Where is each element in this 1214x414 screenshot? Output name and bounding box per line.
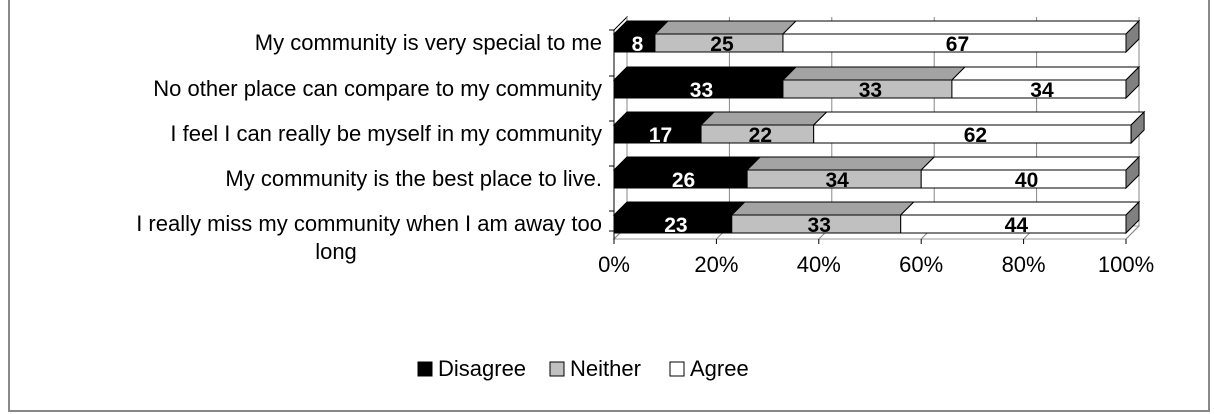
x-tick-label: 20%: [694, 252, 738, 277]
legend-swatch: [549, 361, 565, 377]
data-labels: 8 25 67 33 33 34 17 22 62 26 34 40 23 33 44: [632, 33, 1054, 237]
bar-side: [1125, 65, 1140, 100]
bar-side: [1125, 155, 1140, 190]
chart-frame: 8 25 67 33 33 34 17 22 62 26 34 40 23 33 44 My communi…: [8, 0, 1210, 412]
category-label: My community is very special to me: [255, 30, 602, 55]
gridline-floor: [1125, 225, 1140, 240]
data-label: 8: [632, 33, 644, 56]
x-tick-label: 60%: [899, 252, 943, 277]
data-label: 34: [1030, 79, 1054, 102]
bar-side: [1130, 110, 1145, 145]
legend-label: Agree: [690, 356, 749, 381]
x-tick-label: 40%: [797, 252, 841, 277]
x-tick-label: 80%: [1002, 252, 1046, 277]
category-label: My community is the best place to live.: [225, 166, 602, 191]
bar-side: [1125, 19, 1140, 54]
data-label: 33: [808, 214, 831, 237]
data-label: 17: [649, 124, 672, 147]
bar-side: [1125, 200, 1140, 235]
data-label: 26: [672, 169, 695, 192]
legend-label: Disagree: [438, 356, 526, 381]
data-label: 33: [690, 79, 713, 102]
data-label: 62: [964, 124, 987, 147]
x-tick-label: 100%: [1098, 252, 1154, 277]
data-label: 33: [859, 79, 882, 102]
category-label: No other place can compare to my communi…: [153, 76, 602, 101]
legend-swatch: [669, 361, 685, 377]
legend: Disagree Neither Agree: [417, 356, 749, 381]
legend-label: Neither: [570, 356, 641, 381]
data-label: 67: [946, 33, 969, 56]
category-label: long: [315, 239, 357, 264]
stacked-bar-chart: 8 25 67 33 33 34 17 22 62 26 34 40 23 33 44 My communi…: [136, 15, 1154, 381]
data-label: 25: [710, 33, 734, 56]
x-tick-label: 0%: [598, 252, 630, 277]
bars: [612, 19, 1146, 235]
data-label: 34: [825, 169, 849, 192]
category-label: I feel I can really be myself in my comm…: [170, 121, 602, 146]
data-label: 40: [1015, 169, 1038, 192]
category-labels: My community is very special to me No oth…: [136, 30, 602, 264]
category-label: I really miss my community when I am awa…: [136, 211, 602, 236]
data-label: 44: [1005, 214, 1029, 237]
legend-swatch: [417, 361, 433, 377]
x-tick-labels: 0% 20% 40% 60% 80% 100%: [598, 252, 1154, 277]
data-label: 22: [749, 124, 772, 147]
data-label: 23: [664, 214, 687, 237]
